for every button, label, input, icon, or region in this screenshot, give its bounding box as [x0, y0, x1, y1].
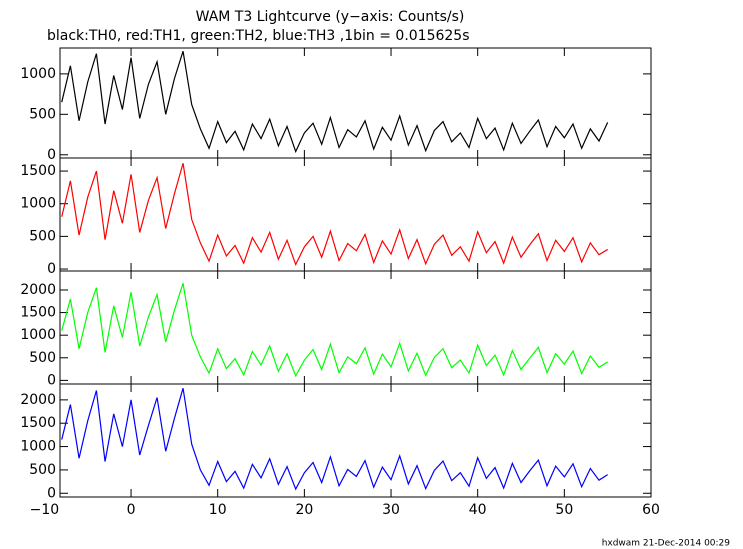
x-tick-label: 10	[209, 502, 227, 518]
plot-frame	[59, 270, 652, 385]
lightcurve	[61, 163, 608, 267]
x-tick-label: −10	[30, 502, 60, 518]
y-tick-label: 1000	[20, 439, 56, 455]
x-tick-label: 0	[127, 502, 136, 518]
y-tick-label: 0	[47, 372, 56, 388]
y-tick-label: 1000	[20, 327, 56, 343]
chart-title: WAM T3 Lightcurve (y−axis: Counts/s)	[196, 9, 465, 25]
y-tick-label: 0	[47, 147, 56, 163]
plot-frame	[59, 47, 652, 159]
x-tick-label: 40	[469, 502, 487, 518]
x-tick-label: 60	[642, 502, 660, 518]
y-tick-label: 1000	[20, 66, 56, 82]
x-tick-label: 30	[382, 502, 400, 518]
plot-frame	[59, 157, 652, 272]
y-tick-label: 500	[29, 462, 56, 478]
y-tick-label: 2000	[20, 282, 56, 298]
lightcurve	[61, 283, 608, 378]
y-tick-label: 1500	[20, 163, 56, 179]
y-tick-label: 500	[29, 106, 56, 122]
y-tick-label: 1500	[20, 415, 56, 431]
y-tick-label: 500	[29, 228, 56, 244]
y-tick-label: 500	[29, 350, 56, 366]
x-tick-label: 20	[295, 502, 313, 518]
x-tick-label: 50	[555, 502, 573, 518]
y-tick-label: 1000	[20, 196, 56, 212]
chart-subtitle: black:TH0, red:TH1, green:TH2, blue:TH3 …	[47, 28, 470, 44]
plot-frame	[59, 383, 652, 498]
y-tick-label: 2000	[20, 392, 56, 408]
y-tick-label: 0	[47, 261, 56, 277]
lightcurve	[61, 51, 609, 154]
y-tick-label: 1500	[20, 305, 56, 321]
footer: hxdwam 21-Dec-2014 00:29	[602, 539, 731, 549]
lightcurve	[61, 388, 608, 491]
y-tick-label: 0	[47, 485, 56, 501]
